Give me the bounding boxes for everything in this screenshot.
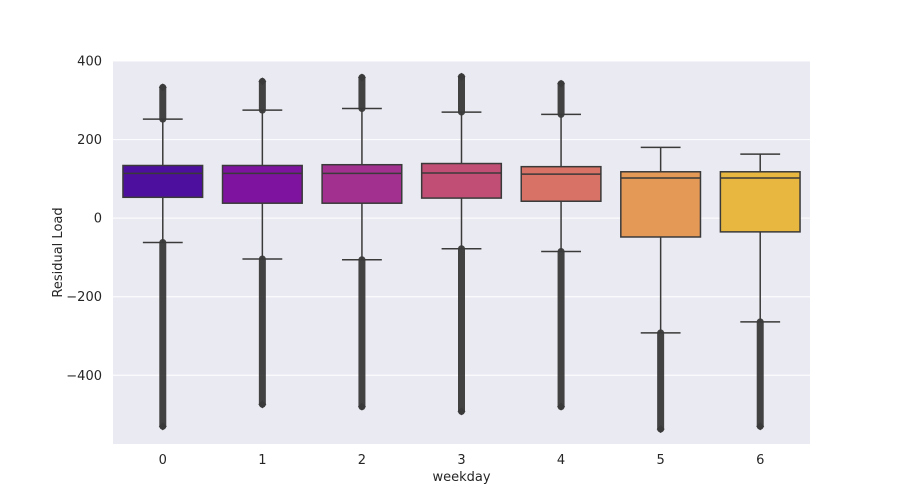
box-iqr [122, 164, 204, 199]
box-group [122, 83, 204, 431]
x-tick-label: 1 [258, 453, 266, 468]
x-tick-label: 0 [159, 453, 167, 468]
outlier-marker [357, 73, 366, 82]
boxes-layer [122, 72, 801, 434]
box-group [520, 79, 602, 411]
x-tick-label: 6 [756, 453, 764, 468]
x-tick-label: 5 [657, 453, 665, 468]
x-tick-label: 2 [358, 453, 366, 468]
box-group [420, 72, 503, 416]
outlier-marker [357, 402, 366, 411]
box-iqr [520, 165, 602, 202]
box-group [321, 73, 403, 411]
outlier-marker [158, 422, 167, 431]
box-group [221, 77, 303, 409]
x-axis-label: weekday [432, 470, 490, 485]
y-tick-label: −400 [66, 369, 102, 384]
outlier-marker [457, 72, 466, 81]
outlier-marker [656, 425, 665, 434]
box-iqr [221, 164, 303, 204]
outlier-marker [557, 402, 566, 411]
box-group [719, 153, 801, 431]
outlier-marker [756, 422, 765, 431]
x-axis-ticks: 0 1 2 3 4 5 6 [159, 453, 765, 468]
outlier-marker [158, 83, 167, 92]
y-axis-label: Residual Load [51, 207, 66, 297]
y-tick-label: −200 [66, 290, 102, 305]
outlier-marker [258, 400, 267, 409]
box-iqr [719, 171, 801, 233]
y-tick-label: 200 [77, 133, 102, 148]
box-iqr [321, 163, 403, 204]
x-tick-label: 3 [457, 453, 465, 468]
y-tick-label: 400 [77, 55, 102, 70]
outlier-marker [258, 77, 267, 86]
y-tick-label: 0 [94, 212, 102, 227]
x-tick-label: 4 [557, 453, 565, 468]
outlier-marker [457, 407, 466, 416]
box-group [620, 146, 702, 434]
box-iqr [420, 162, 503, 199]
y-axis-ticks: −400 −200 0 200 400 [66, 55, 102, 384]
outlier-marker [557, 79, 566, 88]
box-iqr [620, 171, 702, 238]
